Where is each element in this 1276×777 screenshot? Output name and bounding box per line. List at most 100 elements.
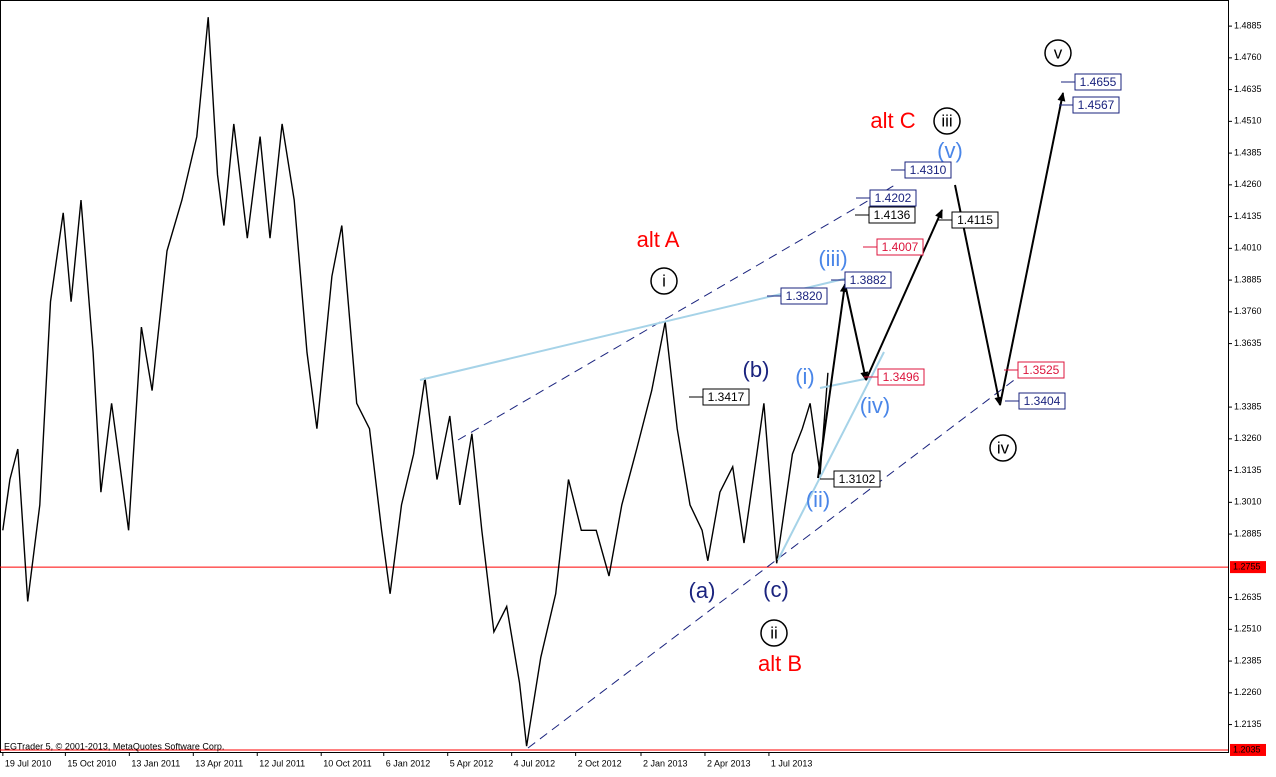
price-box: [951, 211, 999, 229]
price-box: [877, 368, 925, 386]
price-box-label: 1.3417: [708, 390, 745, 404]
price-box-label: 1.3404: [1024, 394, 1061, 408]
y-tick-label: 1.4010: [1234, 243, 1262, 253]
wave-label: iv: [997, 438, 1010, 457]
price-box: [1018, 392, 1066, 410]
price-box-label: 1.4567: [1078, 98, 1115, 112]
y-tick-label: 1.2635: [1234, 592, 1262, 602]
y-tick-label: 1.3760: [1234, 306, 1262, 316]
wave-label: alt A: [637, 227, 680, 252]
price-box-label: 1.4655: [1080, 75, 1117, 89]
x-tick-label: 10 Oct 2011: [323, 758, 371, 768]
wave-label: (iii): [818, 246, 847, 271]
x-tick-label: 19 Jul 2010: [5, 758, 52, 768]
x-tick-label: 5 Apr 2012: [450, 758, 494, 768]
x-tick-label: 2 Apr 2013: [707, 758, 751, 768]
x-tick-label: 13 Apr 2011: [195, 758, 243, 768]
y-tick-label: 1.3885: [1234, 274, 1262, 284]
arrow: [844, 283, 869, 381]
wave-label: (v): [937, 138, 963, 163]
wave-circle: [989, 434, 1017, 462]
price-box: [876, 238, 924, 256]
y-tick-label: 1.3385: [1234, 401, 1262, 411]
y-tick-label: 1.2510: [1234, 624, 1262, 634]
price-box-label: 1.4136: [874, 208, 911, 222]
wave-label: alt C: [870, 108, 915, 133]
trend-line: [777, 351, 885, 561]
y-tick-label: 1.3135: [1234, 465, 1262, 475]
y-tick-label: 1.4135: [1234, 211, 1262, 221]
wave-label: (b): [743, 357, 770, 382]
wave-label: (c): [763, 577, 789, 602]
footer: EGTrader 5, © 2001-2013, MetaQuotes Soft…: [4, 741, 224, 751]
price-box-label: 1.4310: [910, 163, 947, 177]
wave-label: (i): [795, 364, 815, 389]
x-tick-label: 4 Jul 2012: [514, 758, 556, 768]
y-tick-label: 1.4635: [1234, 84, 1262, 94]
arrow: [817, 283, 848, 479]
price-box-label: 1.3820: [786, 289, 823, 303]
y-tick-label: 1.3260: [1234, 433, 1262, 443]
y-tick-label: 1.4260: [1234, 179, 1262, 189]
arrow: [865, 209, 943, 381]
y-tick-label: 1.4760: [1234, 52, 1262, 62]
level-label: 1.2755: [1233, 561, 1261, 571]
trend-line: [419, 277, 849, 381]
x-tick-label: 6 Jan 2012: [386, 758, 431, 768]
price-box: [869, 189, 917, 207]
price-box: [844, 271, 892, 289]
wave-label: ii: [770, 623, 778, 642]
level-label: 1.2035: [1233, 744, 1261, 754]
x-tick-label: 1 Jul 2013: [771, 758, 813, 768]
wave-label: (a): [689, 578, 716, 603]
plot-frame: [0, 0, 1229, 753]
wave-label: (ii): [806, 487, 830, 512]
price-box-label: 1.4007: [882, 240, 919, 254]
y-tick-label: 1.2885: [1234, 528, 1262, 538]
price-box: [1017, 361, 1065, 379]
arrow: [999, 92, 1066, 406]
y-tick-label: 1.4885: [1234, 20, 1262, 30]
wave-circle: [1044, 39, 1072, 67]
x-tick-label: 15 Oct 2010: [67, 758, 116, 768]
wave-circle: [933, 107, 961, 135]
level-label-box: [1230, 561, 1266, 574]
price-box-label: 1.4115: [957, 213, 993, 227]
y-tick-label: 1.2260: [1234, 687, 1262, 697]
x-tick-label: 2 Jan 2013: [643, 758, 688, 768]
price-box: [868, 206, 916, 224]
price-box: [1074, 73, 1122, 91]
wave-label: v: [1054, 43, 1063, 62]
price-box-label: 1.3525: [1023, 363, 1060, 377]
price-box-label: 1.3102: [839, 472, 876, 486]
wave-circle: [760, 619, 788, 647]
y-tick-label: 1.2385: [1234, 655, 1262, 665]
x-tick-label: 13 Jan 2011: [131, 758, 180, 768]
x-tick-label: 12 Jul 2011: [259, 758, 305, 768]
y-tick-label: 1.2135: [1234, 719, 1262, 729]
y-tick-label: 1.4510: [1234, 116, 1262, 126]
wave-circle: [650, 267, 678, 295]
price-box-label: 1.3882: [850, 273, 887, 287]
channel-upper: [457, 184, 896, 441]
wave-label: iii: [941, 111, 952, 130]
level-label-box: [1230, 743, 1266, 756]
wave-label: (iv): [860, 393, 891, 418]
axes: 1.2135 1.2260 1.2385 1.2510 1.2635 1.2885 1.30…: [0, 17, 1266, 768]
price-box: [702, 388, 750, 406]
y-tick-label: 1.4385: [1234, 147, 1262, 157]
price-box-label: 1.4202: [875, 191, 912, 205]
y-tick-label: 1.3635: [1234, 338, 1262, 348]
price-box-label: 1.3496: [883, 370, 920, 384]
price-box: [780, 287, 828, 305]
wave-label: alt B: [758, 651, 802, 676]
price-box: [904, 161, 952, 179]
x-tick-label: 2 Oct 2012: [578, 758, 622, 768]
wave-label: i: [662, 271, 666, 290]
y-tick-label: 1.3010: [1234, 497, 1262, 507]
price-box: [833, 470, 881, 488]
price-box: [1072, 96, 1120, 114]
